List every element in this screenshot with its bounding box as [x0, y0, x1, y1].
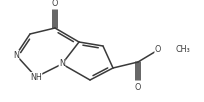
Text: N: N — [13, 50, 19, 59]
Text: O: O — [52, 0, 58, 8]
Text: N: N — [59, 59, 65, 69]
Text: O: O — [135, 83, 141, 91]
Text: O: O — [155, 45, 161, 54]
Text: NH: NH — [30, 73, 42, 81]
Text: CH₃: CH₃ — [176, 45, 191, 54]
